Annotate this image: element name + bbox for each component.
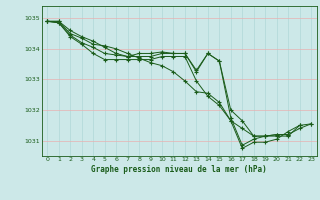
X-axis label: Graphe pression niveau de la mer (hPa): Graphe pression niveau de la mer (hPa)	[91, 165, 267, 174]
